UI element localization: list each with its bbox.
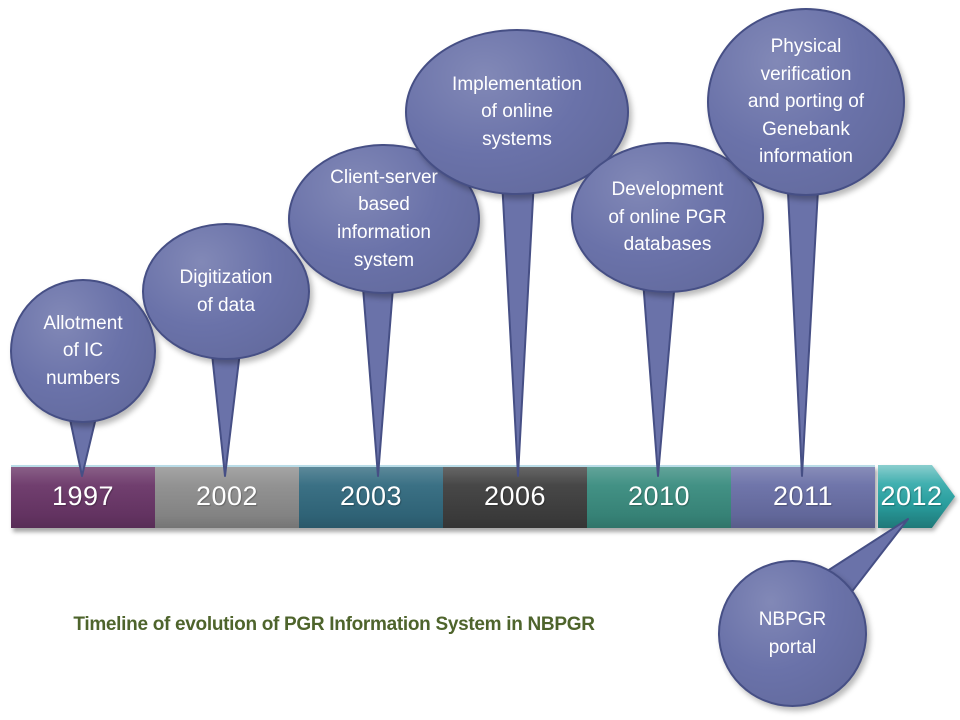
- year-label-2002: 2002: [195, 481, 259, 511]
- year-label-2012: 2012: [880, 481, 943, 511]
- callout-tail-2011: [786, 171, 820, 477]
- callout-tail-2003: [361, 274, 395, 477]
- year-label-2006: 2006: [483, 481, 547, 511]
- callout-label-2006: Implementation of online systems: [452, 73, 582, 150]
- timeline-segment-2010: 2010: [587, 465, 731, 528]
- callout-label-2011: Physical verification and porting of Gen…: [747, 36, 865, 168]
- arrow-shape: 2012: [878, 465, 955, 528]
- callout-2010: Development of online PGR databases: [571, 142, 764, 293]
- callout-2006: Implementation of online systems: [405, 29, 629, 195]
- timeline-segment-1997: 1997: [11, 465, 155, 528]
- callout-tail-2006: [501, 179, 535, 477]
- year-label-2003: 2003: [339, 481, 403, 511]
- timeline-bar: 1997 2002 2003 2006 2010 2011: [11, 465, 875, 528]
- timeline-segment-2011: 2011: [731, 465, 875, 528]
- callout-label-2010: Development of online PGR databases: [608, 179, 727, 256]
- callout-label-2003: Client-server based information system: [330, 166, 438, 271]
- callout-1997: Allotment of IC numbers: [10, 279, 156, 423]
- bar-top-highlight: [11, 465, 875, 467]
- year-label-2010: 2010: [627, 481, 691, 511]
- timeline-segment-2003: 2003: [299, 465, 443, 528]
- year-label-1997: 1997: [51, 481, 115, 511]
- timeline-segment-2002: 2002: [155, 465, 299, 528]
- diagram-caption: Timeline of evolution of PGR Information…: [73, 614, 595, 635]
- callout-2012-nbpgr-portal: NBPGR portal: [718, 560, 867, 707]
- timeline-segment-2006: 2006: [443, 465, 587, 528]
- callout-2002: Digitization of data: [142, 223, 310, 360]
- callout-label-1997: Allotment of IC numbers: [43, 312, 123, 389]
- year-label-2011: 2011: [772, 481, 834, 511]
- callout-label-2002: Digitization of data: [179, 266, 273, 316]
- callout-label-2012: NBPGR portal: [758, 608, 827, 658]
- timeline-arrow-2012: 2012: [878, 465, 955, 528]
- callout-2011: Physical verification and porting of Gen…: [707, 8, 905, 196]
- callout-tail-2010: [642, 279, 676, 477]
